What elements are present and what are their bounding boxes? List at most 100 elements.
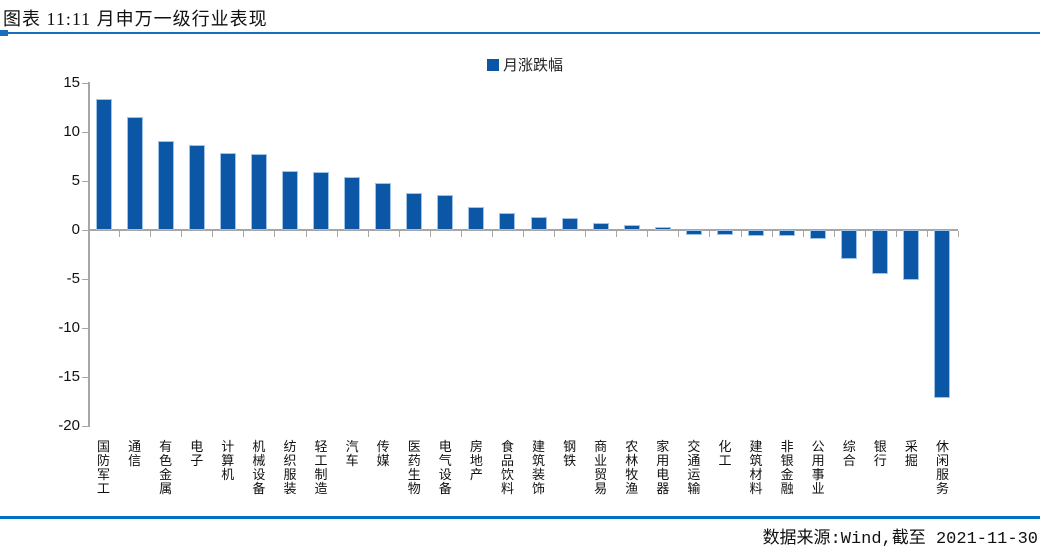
x-axis-tick [150,231,152,237]
x-axis-tick [88,231,89,237]
x-axis-tick [429,231,431,237]
x-axis-tick [181,231,183,237]
x-axis-label: 国 防 军 工 [97,439,111,496]
bar-传媒 [376,183,391,229]
x-axis-tick [119,231,121,237]
x-axis-label: 电 气 设 备 [438,439,452,496]
x-axis-tick [616,231,618,237]
y-axis-tick-label: -5 [66,270,80,288]
y-axis-tick-label: 0 [71,221,80,238]
x-axis-tick [771,231,773,237]
x-axis-tick [585,231,587,237]
bar-钢铁 [562,219,577,229]
bar-休闲服务 [935,231,950,397]
bar-食品饮料 [500,214,515,229]
y-axis-tick [82,328,88,330]
x-axis-tick [243,231,245,237]
x-axis-tick [523,231,524,237]
x-axis-label: 纺 织 服 装 [283,439,297,496]
bar-建筑装饰 [531,218,546,229]
x-axis-tick [305,231,307,237]
x-axis-label: 农 林 牧 渔 [625,439,639,496]
chart-legend: 月涨跌幅 [487,54,563,75]
x-axis-label: 休 闲 服 务 [935,439,949,496]
bar-汽车 [345,177,360,229]
x-axis-line [88,229,958,231]
x-axis-label: 汽 车 [345,439,359,468]
bar-农林牧渔 [624,226,639,229]
figure-title: 图表 11:11 月申万一级行业表现 [3,9,268,29]
x-axis-label: 公 用 事 业 [811,439,825,496]
x-axis-label: 建 筑 装 饰 [532,439,546,496]
bar-轻工制造 [314,173,329,229]
bar-化工 [717,231,732,234]
x-axis-tick [802,231,804,237]
x-axis-label: 医 药 生 物 [407,439,421,496]
x-axis-label: 建 筑 材 料 [749,439,763,496]
bar-交通运输 [686,231,701,234]
x-axis-label: 电 子 [190,439,204,468]
x-axis-tick [336,231,338,237]
header-divider-line [0,32,1040,34]
bar-房地产 [469,208,484,229]
x-axis-label: 轻 工 制 造 [314,439,328,496]
y-axis-tick [82,279,88,281]
y-axis-tick [82,131,88,133]
bar-国防军工 [96,100,111,229]
y-axis-tick-label: -15 [58,368,80,386]
y-axis-tick [82,426,88,428]
bar-医药生物 [407,193,422,229]
x-axis-tick [212,231,214,237]
y-axis-line [88,82,90,427]
x-axis-label: 房 地 产 [469,439,483,482]
y-axis-tick [82,180,88,182]
x-axis-label: 银 行 [873,439,887,468]
y-axis-tick-label: -20 [58,417,80,435]
x-axis-tick [740,231,742,237]
bar-家用电器 [655,228,670,229]
bar-采掘 [904,231,919,280]
bar-电气设备 [438,195,453,229]
bar-非银金融 [780,231,795,235]
x-axis-tick [491,231,493,237]
x-axis-tick [460,231,462,237]
x-axis-label: 商 业 贸 易 [594,439,608,496]
x-axis-label: 传 媒 [376,439,390,468]
bar-综合 [842,231,857,259]
legend-color-swatch [487,58,499,71]
bar-有色金属 [158,141,173,229]
x-axis-tick [367,231,369,237]
y-axis-tick-label: 15 [63,73,80,91]
x-axis-tick [678,231,680,237]
x-axis-tick [647,231,649,237]
y-axis-tick-label: 5 [71,171,80,189]
x-axis-tick [398,231,400,237]
x-axis-tick [926,231,928,237]
x-axis-label: 非 银 金 融 [780,439,794,496]
y-axis-tick-label: -10 [58,319,80,337]
x-axis-label: 有 色 金 属 [159,439,173,496]
x-axis-tick [958,231,959,237]
bar-电子 [189,145,204,229]
bar-机械设备 [251,155,266,229]
x-axis-tick [709,231,711,237]
x-axis-tick [895,231,897,237]
bar-纺织服装 [282,172,297,229]
bar-计算机 [220,154,235,229]
x-axis-label: 机 械 设 备 [252,439,266,496]
bar-通信 [127,118,142,229]
x-axis-label: 食 品 饮 料 [500,439,514,496]
x-axis-tick [864,231,866,237]
bar-公用事业 [811,231,826,238]
x-axis-tick [554,231,556,237]
x-axis-label: 交 通 运 输 [687,439,701,496]
bar-商业贸易 [593,224,608,229]
x-axis-label: 采 掘 [904,439,918,468]
y-axis-tick [82,82,88,84]
x-axis-label: 家 用 电 器 [656,439,670,496]
header-divider-cap [0,30,8,36]
x-axis-label: 化 工 [718,439,732,468]
footer-divider-line [0,516,1040,519]
x-axis-label: 通 信 [128,439,142,468]
